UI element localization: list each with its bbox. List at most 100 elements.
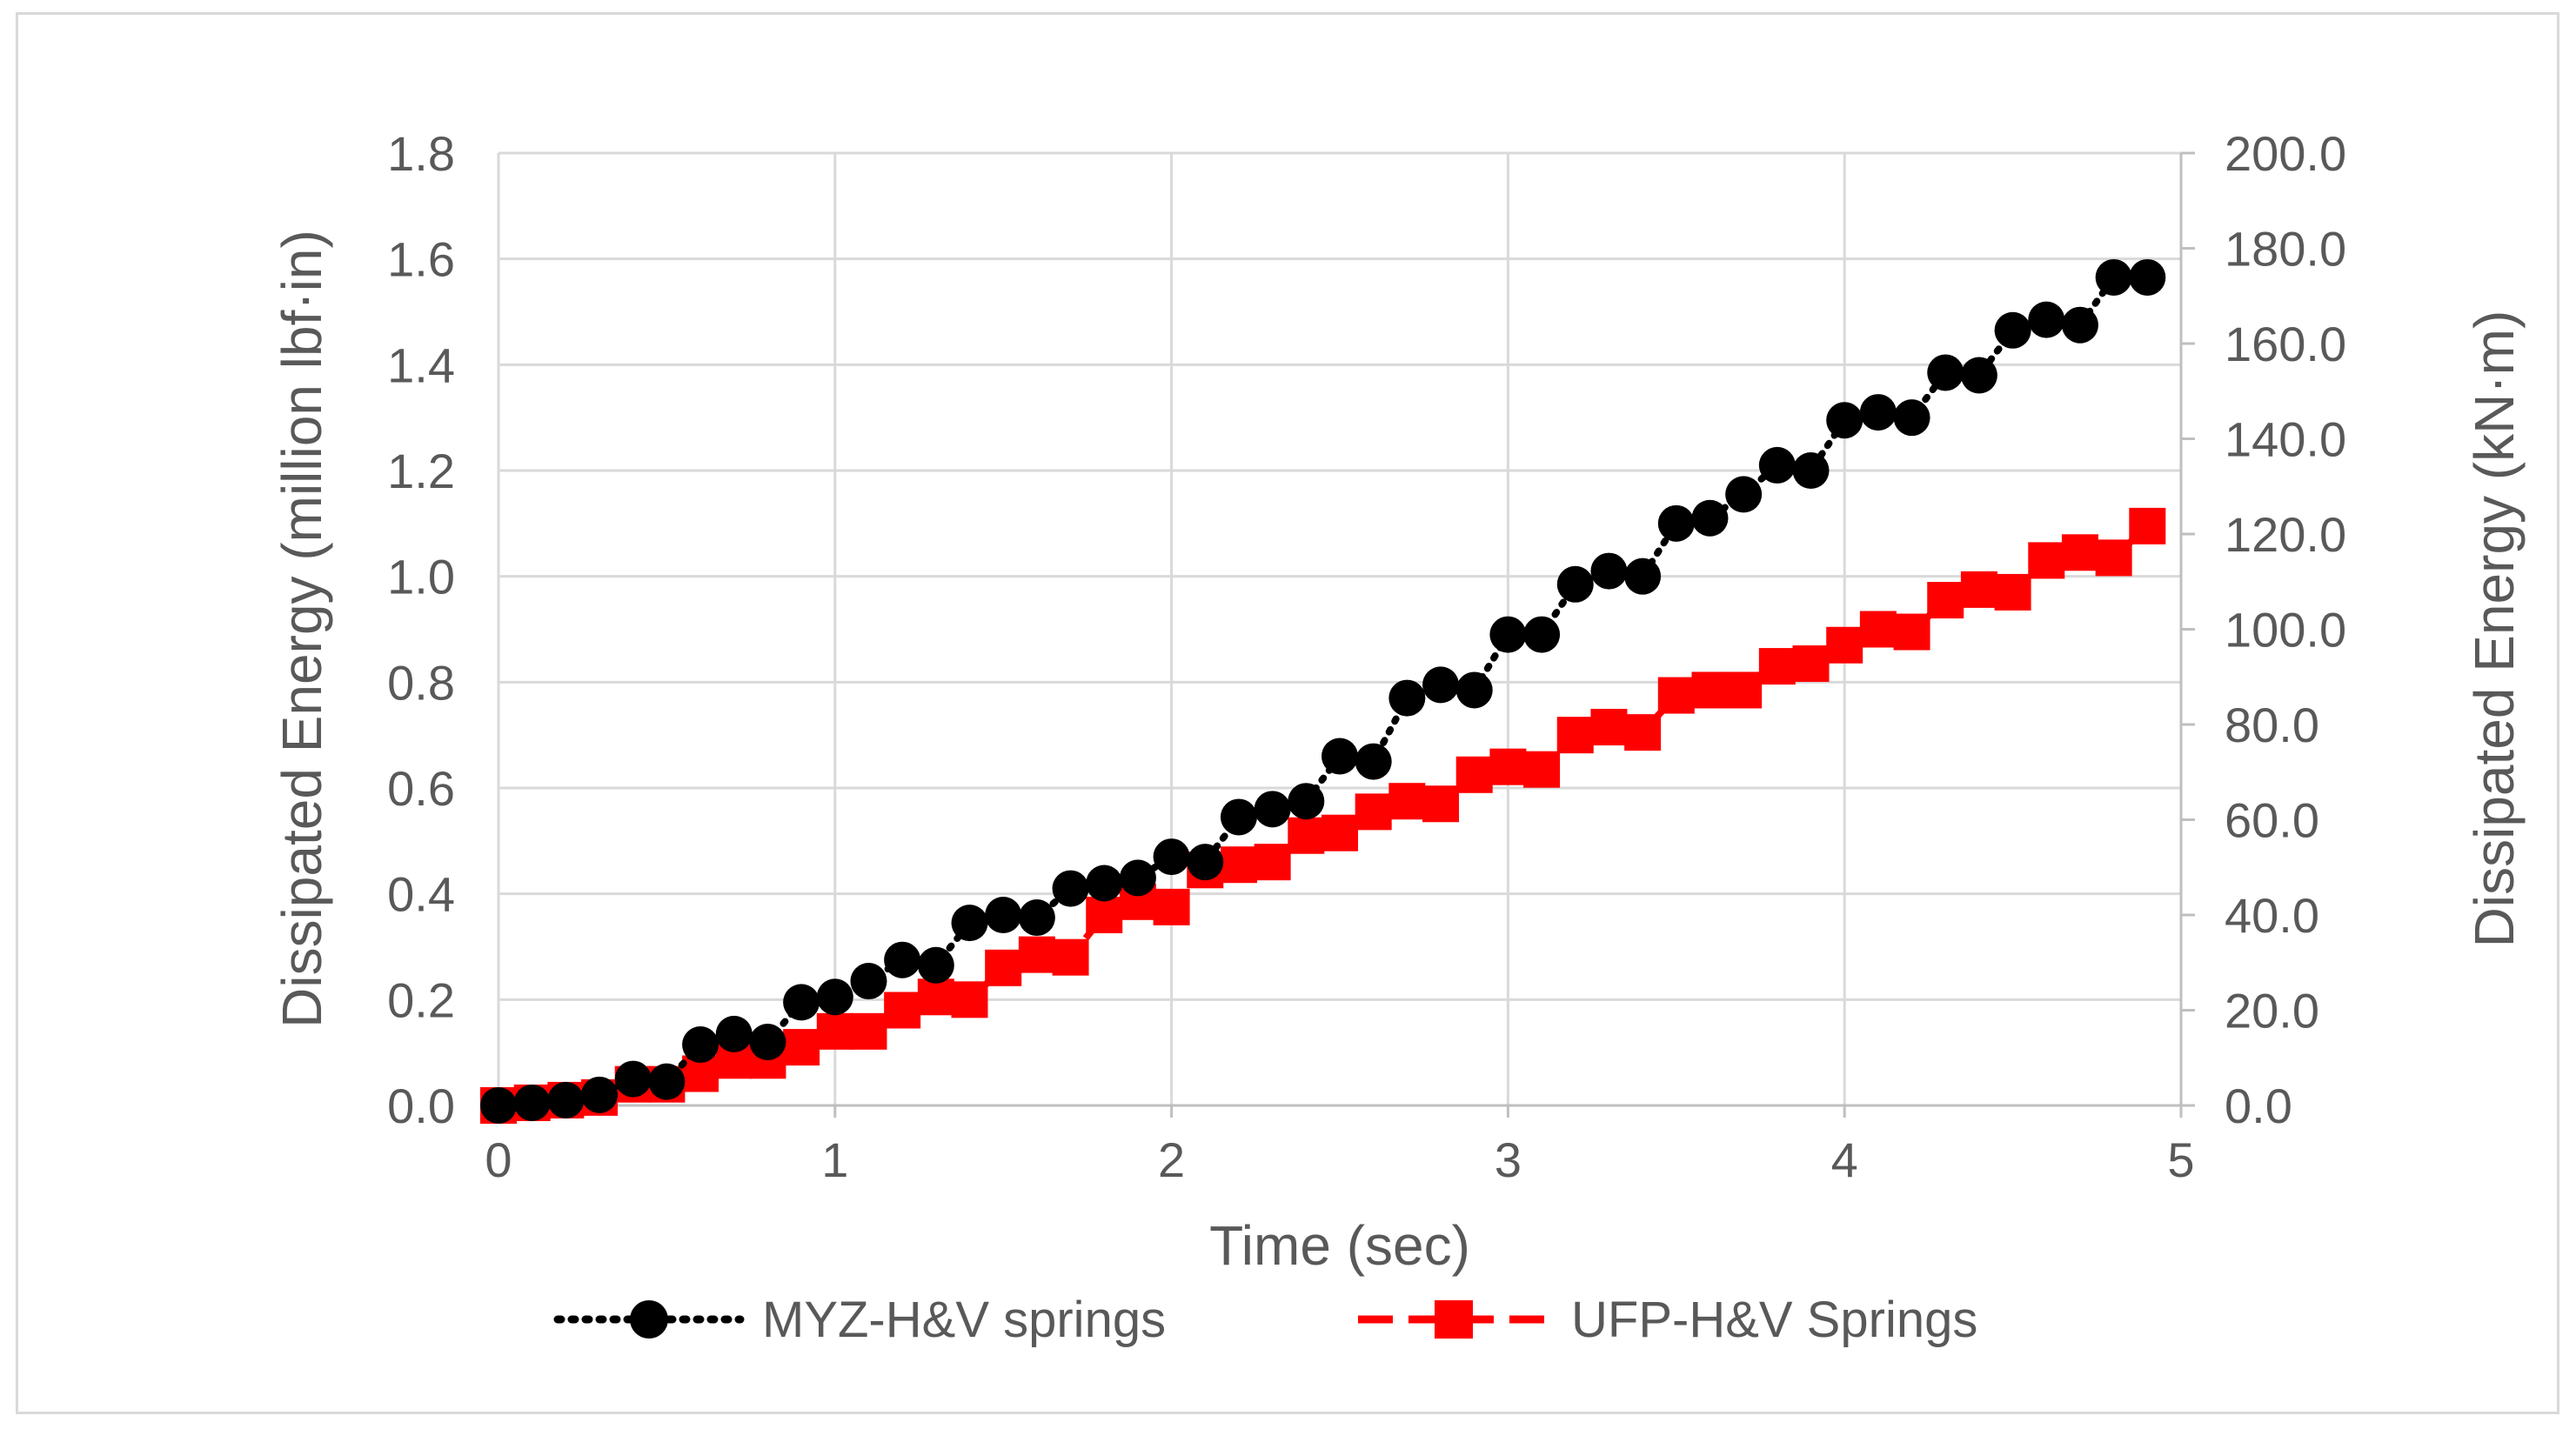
data-point-myz (1624, 558, 1662, 595)
data-point-ufp (1826, 626, 1863, 664)
data-point-myz (1859, 394, 1897, 431)
data-point-myz (1893, 399, 1930, 437)
x-tick-label: 3 (1495, 1132, 1522, 1187)
data-point-myz (1355, 743, 1392, 780)
legend-label-myz: MYZ-H&V springs (762, 1292, 1166, 1348)
data-point-myz (951, 905, 988, 942)
data-point-myz (480, 1087, 517, 1124)
series-layer (480, 258, 2166, 1124)
data-point-ufp (1422, 785, 1460, 823)
x-tick-label: 2 (1158, 1132, 1185, 1187)
data-point-myz (985, 897, 1022, 933)
data-point-myz (816, 978, 853, 1016)
data-point-ufp (1758, 648, 1796, 685)
data-point-myz (1422, 666, 1460, 704)
data-point-ufp (2061, 534, 2098, 571)
y2-tick-label: 140.0 (2225, 412, 2346, 467)
y2-tick-label: 40.0 (2225, 888, 2319, 943)
data-point-myz (1489, 616, 1527, 653)
x-tick-label: 1 (821, 1132, 848, 1187)
y2-tick-label: 180.0 (2225, 222, 2346, 277)
data-point-ufp (1893, 613, 1930, 651)
data-point-myz (1590, 552, 1628, 590)
data-point-myz (1523, 616, 1561, 653)
y2-tick-label: 60.0 (2225, 793, 2319, 848)
data-point-myz (1556, 565, 1594, 603)
data-point-myz (1691, 499, 1729, 537)
data-point-ufp (1859, 611, 1897, 648)
data-point-ufp (1321, 814, 1358, 851)
data-point-ufp (1960, 571, 1997, 608)
data-point-myz (2028, 301, 2065, 338)
data-point-myz (749, 1024, 786, 1060)
y2-tick-label: 200.0 (2225, 126, 2346, 181)
data-point-ufp (1288, 817, 1325, 854)
data-point-myz (1758, 446, 1796, 484)
data-point-ufp (1725, 671, 1763, 709)
data-point-ufp (1018, 936, 1055, 973)
data-point-ufp (917, 978, 954, 1016)
data-point-ufp (1355, 793, 1392, 831)
y2-tick-label: 20.0 (2225, 984, 2319, 1038)
data-point-ufp (951, 981, 988, 1018)
data-point-myz (1960, 357, 1997, 394)
data-point-ufp (2129, 507, 2166, 544)
data-point-myz (1288, 783, 1325, 820)
y-tick-label: 0.2 (387, 972, 455, 1027)
y2-tick-label: 100.0 (2225, 603, 2346, 658)
data-point-ufp (783, 1029, 820, 1066)
series-1 (480, 507, 2166, 1124)
legend-marker-myz (630, 1300, 668, 1339)
data-point-myz (917, 946, 954, 984)
data-point-ufp (985, 949, 1022, 986)
data-point-ufp (1792, 645, 1830, 683)
data-point-ufp (1927, 582, 1964, 619)
y-axis-title: Dissipated Energy (million lbf·in) (271, 230, 333, 1028)
legend-label-ufp: UFP-H&V Springs (1571, 1292, 1977, 1348)
data-point-myz (547, 1081, 585, 1118)
data-point-ufp (1657, 677, 1695, 714)
data-point-myz (2129, 258, 2166, 296)
x-tick-label: 5 (2167, 1132, 2194, 1187)
y2-tick-label: 160.0 (2225, 317, 2346, 371)
data-point-ufp (1153, 888, 1190, 925)
data-point-myz (1254, 791, 1291, 828)
data-point-ufp (1994, 573, 2031, 611)
y-tick-label: 1.2 (387, 444, 455, 498)
data-point-myz (1018, 899, 1055, 937)
data-point-ufp (1523, 751, 1561, 788)
data-point-myz (783, 984, 820, 1021)
legend-item-myz: MYZ-H&V springs (553, 1292, 1166, 1348)
data-point-myz (1220, 798, 1257, 836)
data-point-myz (1725, 476, 1763, 513)
x-tick-label: 0 (485, 1132, 512, 1187)
y2-tick-label: 0.0 (2225, 1078, 2292, 1133)
data-point-ufp (1489, 748, 1527, 785)
data-point-myz (2061, 306, 2098, 344)
data-point-myz (1187, 844, 1224, 881)
data-point-myz (648, 1063, 686, 1100)
data-point-ufp (1052, 938, 1089, 976)
data-point-myz (581, 1076, 619, 1113)
x-axis-title: Time (sec) (1209, 1214, 1470, 1277)
data-point-myz (1455, 671, 1493, 709)
data-point-ufp (1254, 844, 1291, 881)
x-tick-label: 4 (1831, 1132, 1858, 1187)
data-point-myz (614, 1060, 652, 1098)
data-point-myz (682, 1026, 719, 1064)
data-point-myz (1657, 504, 1695, 542)
y2-tick-labels: 0.0 20.0 40.0 60.0 80.0 100.0 120.0 140.0 160.0 1… (2181, 126, 2346, 1133)
data-point-ufp (2028, 542, 2065, 579)
data-point-myz (850, 963, 887, 1000)
data-point-ufp (816, 1012, 853, 1050)
y-tick-label: 0.0 (387, 1078, 455, 1133)
energy-chart: 0 1 2 3 4 5 0.0 0.2 0.4 0.6 0.8 1.0 1.2 1.4 1.6 1.8 0.… (271, 126, 2526, 1348)
data-point-ufp (1220, 846, 1257, 884)
y-tick-label: 1.4 (387, 337, 455, 392)
legend-marker-ufp (1435, 1300, 1473, 1339)
data-point-myz (1927, 354, 1964, 391)
data-point-ufp (884, 992, 921, 1029)
data-point-ufp (1624, 714, 1662, 751)
data-point-myz (1994, 311, 2031, 349)
data-point-myz (1052, 870, 1089, 907)
